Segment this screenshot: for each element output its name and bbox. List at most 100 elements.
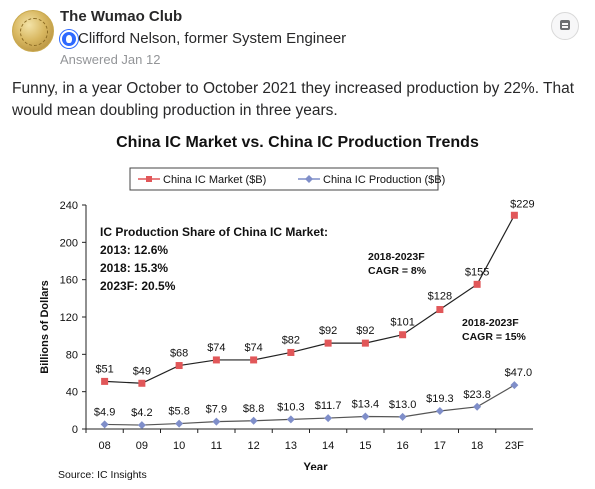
series-line-1 bbox=[104, 384, 515, 426]
production-data-label: $47.0 bbox=[505, 367, 533, 379]
production-data-label: $4.9 bbox=[94, 406, 115, 418]
line-chart: 0 40 80 120 160 200 240 08 09 10 11 12 13 14 15 16 17 18 2… bbox=[39, 167, 535, 470]
y-tick-label: 200 bbox=[60, 237, 78, 249]
y-tick-label: 0 bbox=[72, 424, 78, 436]
x-tick-label: 17 bbox=[434, 440, 446, 452]
production-point bbox=[473, 402, 482, 411]
x-tick-label: 18 bbox=[471, 440, 483, 452]
x-tick-label: 13 bbox=[285, 440, 297, 452]
coin-emblem-icon bbox=[20, 18, 48, 46]
market-point bbox=[101, 377, 109, 385]
y-tick-label: 80 bbox=[66, 349, 78, 361]
market-data-label: $128 bbox=[428, 291, 452, 303]
answered-date[interactable]: Answered Jan 12 bbox=[60, 52, 161, 67]
x-tick-label: 23F bbox=[505, 440, 524, 452]
market-point bbox=[399, 331, 407, 339]
production-data-label: $5.8 bbox=[168, 406, 189, 418]
verified-badge-icon bbox=[60, 30, 78, 48]
legend-marker-production bbox=[305, 175, 313, 183]
market-data-label: $92 bbox=[319, 325, 337, 337]
production-data-label: $7.9 bbox=[206, 404, 227, 416]
market-data-label: $68 bbox=[170, 348, 188, 360]
production-point bbox=[212, 417, 221, 426]
y-tick-label: 40 bbox=[66, 387, 78, 399]
production-point bbox=[137, 421, 146, 430]
y-axis-label: Billions of Dollars bbox=[39, 280, 51, 374]
chart-annotations: IC Production Share of China IC Market: 2… bbox=[100, 225, 527, 343]
production-data-label: $19.3 bbox=[426, 393, 454, 405]
production-data-label: $13.0 bbox=[389, 399, 417, 411]
market-data-label: $49 bbox=[133, 365, 151, 377]
share-line: 2013: 12.6% bbox=[100, 243, 168, 257]
market-point bbox=[212, 356, 220, 364]
share-line: 2018: 15.3% bbox=[100, 261, 168, 275]
market-data-label: $92 bbox=[356, 325, 374, 337]
author-credential[interactable]: Clifford Nelson, former System Engineer bbox=[78, 30, 347, 47]
market-point bbox=[287, 348, 295, 356]
production-point bbox=[510, 381, 519, 390]
x-axis-label: Year bbox=[303, 462, 328, 470]
x-tick-label: 15 bbox=[359, 440, 371, 452]
cagr-production-period: 2018-2023F bbox=[462, 317, 519, 329]
production-data-label: $11.7 bbox=[315, 400, 342, 412]
space-avatar[interactable] bbox=[12, 10, 54, 52]
market-data-label: $74 bbox=[207, 342, 225, 354]
share-line: 2023F: 20.5% bbox=[100, 279, 176, 293]
production-point bbox=[361, 412, 370, 421]
menu-icon bbox=[560, 20, 570, 30]
production-data-label: $13.4 bbox=[352, 398, 380, 410]
production-data-label: $4.2 bbox=[131, 407, 152, 419]
x-tick-label: 12 bbox=[248, 440, 260, 452]
market-data-label: $229 bbox=[510, 198, 534, 210]
legend-box bbox=[129, 167, 439, 191]
x-tick-label: 09 bbox=[136, 440, 148, 452]
production-data-label: $10.3 bbox=[277, 401, 305, 413]
legend-label-market: China IC Market ($B) bbox=[163, 174, 266, 186]
market-point bbox=[250, 356, 258, 364]
chart-series: $51 $49 $68 $74 $74 $82 $92 $92 $101 $128 $155 $229… bbox=[94, 198, 535, 430]
market-point bbox=[361, 339, 369, 347]
post-header: The Wumao Club Clifford Nelson, former S… bbox=[12, 6, 583, 68]
production-point bbox=[435, 406, 444, 415]
cagr-production-value: CAGR = 15% bbox=[462, 331, 527, 343]
market-point bbox=[436, 306, 444, 314]
y-tick-label: 240 bbox=[60, 200, 78, 212]
series-line-0 bbox=[104, 214, 515, 384]
legend-label-production: China IC Production ($B) bbox=[323, 174, 445, 186]
post-menu-button[interactable] bbox=[551, 12, 579, 40]
y-tick-label: 120 bbox=[60, 312, 78, 324]
market-data-label: $82 bbox=[282, 334, 300, 346]
market-data-label: $51 bbox=[95, 363, 113, 375]
chart-source: Source: IC Insights bbox=[58, 469, 147, 481]
market-point bbox=[510, 211, 518, 219]
production-point bbox=[249, 416, 258, 425]
y-tick-label: 160 bbox=[60, 275, 78, 287]
production-data-label: $23.8 bbox=[463, 389, 491, 401]
market-data-label: $74 bbox=[244, 342, 262, 354]
market-point bbox=[175, 362, 183, 370]
cagr-market-value: CAGR = 8% bbox=[368, 265, 427, 277]
answer-text: Funny, in a year October to October 2021… bbox=[12, 80, 575, 119]
x-tick-label: 16 bbox=[397, 440, 409, 452]
space-name[interactable]: The Wumao Club bbox=[60, 8, 183, 25]
x-tick-label: 08 bbox=[99, 440, 111, 452]
market-point bbox=[138, 379, 146, 387]
chart-title: China IC Market vs. China IC Production … bbox=[116, 134, 479, 151]
x-tick-label: 14 bbox=[322, 440, 334, 452]
chart-legend: China IC Market ($B) China IC Production … bbox=[129, 167, 445, 191]
share-title: IC Production Share of China IC Market: bbox=[100, 225, 328, 239]
cagr-market-period: 2018-2023F bbox=[368, 251, 425, 263]
x-tick-label: 10 bbox=[173, 440, 185, 452]
x-tick-label: 11 bbox=[211, 440, 222, 452]
production-point bbox=[324, 414, 333, 423]
legend-marker-market bbox=[146, 176, 152, 182]
market-data-label: $101 bbox=[390, 317, 414, 329]
production-data-label: $8.8 bbox=[243, 403, 264, 415]
market-point bbox=[473, 280, 481, 288]
production-point bbox=[100, 420, 109, 429]
production-point bbox=[286, 415, 295, 424]
market-point bbox=[324, 339, 332, 347]
production-point bbox=[398, 412, 407, 421]
chart-axes: 0 40 80 120 160 200 240 08 09 10 11 12 13 14 15 16 17 18 2… bbox=[39, 200, 533, 470]
market-data-label: $155 bbox=[465, 266, 489, 278]
